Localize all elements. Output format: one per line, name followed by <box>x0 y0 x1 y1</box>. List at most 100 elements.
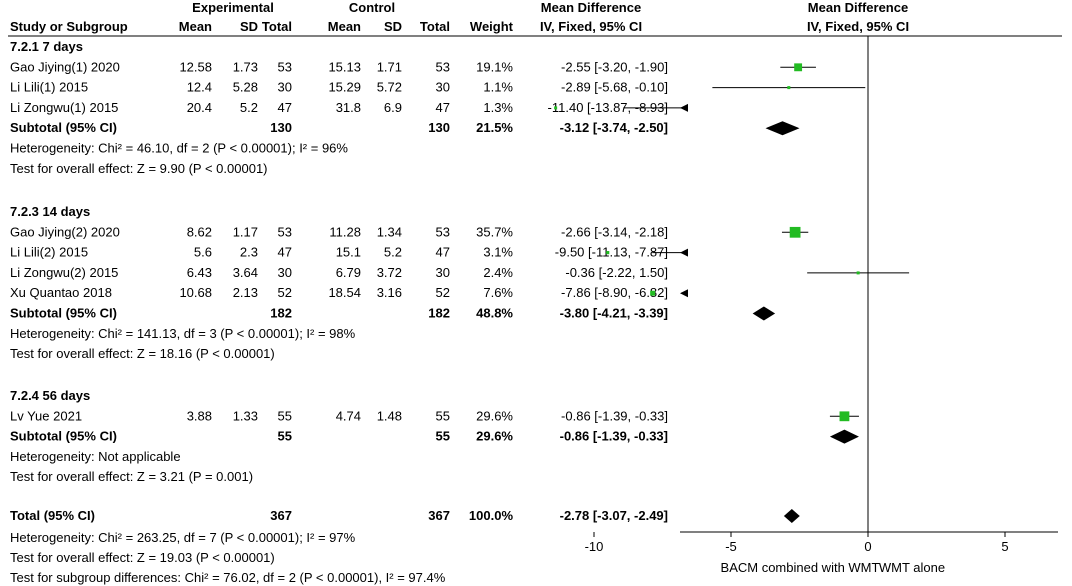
study-row-ci: -0.36 [-2.22, 1.50] <box>565 265 668 280</box>
subtotal-row-ci: -3.12 [-3.74, -2.50] <box>560 120 668 135</box>
study-row-weight: 1.1% <box>483 80 513 95</box>
study-marker <box>794 63 803 72</box>
exp-total-header: Total <box>262 19 292 34</box>
heterogeneity-text: Heterogeneity: Chi² = 46.10, df = 2 (P <… <box>10 141 348 156</box>
favours-right-label: WMT alone <box>879 560 945 575</box>
study-row-ctrl-sd: 1.34 <box>377 224 402 239</box>
total-row-ci: -2.78 [-3.07, -2.49] <box>560 508 668 523</box>
study-row-ci: -9.50 [-11.13, -7.87] <box>555 245 668 260</box>
study-row-exp-mean: 20.4 <box>187 100 212 115</box>
subgroup-title: 7.2.4 56 days <box>10 388 90 403</box>
study-row-exp-sd: 5.28 <box>233 80 258 95</box>
study-row-exp-total: 53 <box>278 59 292 74</box>
heterogeneity-text: Heterogeneity: Not applicable <box>10 449 181 464</box>
study-row-exp-mean: 3.88 <box>187 408 212 423</box>
study-row-weight: 2.4% <box>483 265 513 280</box>
study-row-ctrl-total: 52 <box>436 285 450 300</box>
subtotal-row-exp-total: 55 <box>278 429 292 444</box>
subtotal-row-weight: 21.5% <box>476 120 513 135</box>
study-marker <box>856 271 860 275</box>
study-row-name: Li Lili(2) 2015 <box>10 245 88 260</box>
study-row-ctrl-total: 55 <box>436 408 450 423</box>
subgroup-title: 7.2.3 14 days <box>10 204 90 219</box>
study-row-exp-total: 55 <box>278 408 292 423</box>
study-marker <box>789 226 801 238</box>
study-row-ci: -2.66 [-3.14, -2.18] <box>561 224 668 239</box>
study-row-exp-sd: 2.13 <box>233 285 258 300</box>
subtotal-row-ctrl-total: 182 <box>428 306 450 321</box>
total-overall-effect-text: Test for overall effect: Z = 19.03 (P < … <box>10 550 275 565</box>
subtotal-row-weight: 48.8% <box>476 306 513 321</box>
study-row-ctrl-sd: 5.72 <box>377 80 402 95</box>
study-row-ctrl-mean: 31.8 <box>336 100 361 115</box>
subgroup-title: 7.2.1 7 days <box>10 39 83 54</box>
study-marker <box>606 251 610 255</box>
md-plot-title: Mean Difference <box>808 0 908 15</box>
overall-effect-text: Test for overall effect: Z = 18.16 (P < … <box>10 346 275 361</box>
study-row-ctrl-mean: 18.54 <box>328 285 361 300</box>
study-row-ci: -11.40 [-13.87, -8.93] <box>548 100 668 115</box>
subtotal-row-name: Subtotal (95% CI) <box>10 306 117 321</box>
study-row-ctrl-mean: 11.28 <box>329 224 361 239</box>
study-row-exp-sd: 3.64 <box>233 265 258 280</box>
summary-diamond <box>765 121 800 136</box>
study-row-weight: 1.3% <box>483 100 513 115</box>
total-row-name: Total (95% CI) <box>10 508 95 523</box>
study-row-name: Li Zongwu(1) 2015 <box>10 100 118 115</box>
x-tick-label: -5 <box>725 539 737 554</box>
study-row-name: Gao Jiying(2) 2020 <box>10 224 120 239</box>
subtotal-row-weight: 29.6% <box>476 429 513 444</box>
study-row-ctrl-total: 47 <box>436 245 450 260</box>
study-row-ctrl-mean: 15.13 <box>328 59 361 74</box>
study-row-exp-mean: 12.58 <box>179 59 212 74</box>
heterogeneity-text: Heterogeneity: Chi² = 141.13, df = 3 (P … <box>10 326 356 341</box>
total-row-ctrl-total: 367 <box>428 508 450 523</box>
subtotal-row-ci: -0.86 [-1.39, -0.33] <box>560 429 668 444</box>
study-header: Study or Subgroup <box>10 19 128 34</box>
study-row-ctrl-total: 53 <box>436 59 450 74</box>
study-row-ci: -0.86 [-1.39, -0.33] <box>561 408 668 423</box>
study-row-ctrl-sd: 1.48 <box>377 408 402 423</box>
study-row-ctrl-total: 30 <box>436 265 450 280</box>
study-row-name: Li Lili(1) 2015 <box>10 80 88 95</box>
favours-left-label: BACM combined with WMT <box>721 560 880 575</box>
study-row-exp-sd: 1.33 <box>233 408 258 423</box>
x-tick-label: 5 <box>1001 539 1008 554</box>
study-row-exp-total: 47 <box>278 100 292 115</box>
study-row-ctrl-mean: 15.29 <box>328 80 361 95</box>
study-row-ctrl-total: 30 <box>436 80 450 95</box>
study-marker <box>650 290 656 296</box>
study-row-ctrl-sd: 1.71 <box>377 59 402 74</box>
ci-arrow <box>680 248 688 257</box>
study-row-exp-sd: 2.3 <box>240 245 258 260</box>
exp-mean-header: Mean <box>179 19 212 34</box>
study-row-name: Li Zongwu(2) 2015 <box>10 265 118 280</box>
study-row-name: Lv Yue 2021 <box>10 408 82 423</box>
study-row-exp-sd: 5.2 <box>240 100 258 115</box>
study-row-exp-mean: 5.6 <box>194 245 212 260</box>
study-row-ci: -7.86 [-8.90, -6.82] <box>561 285 668 300</box>
exp-sd-header: SD <box>240 19 258 34</box>
study-row-exp-mean: 10.68 <box>179 285 212 300</box>
md-table-title: Mean Difference <box>541 0 641 15</box>
study-row-weight: 35.7% <box>476 224 513 239</box>
control-header: Control <box>349 0 395 15</box>
md-plot-method: IV, Fixed, 95% CI <box>807 19 909 34</box>
study-row-exp-total: 30 <box>278 265 292 280</box>
summary-diamond <box>829 429 859 444</box>
study-row-ctrl-mean: 6.79 <box>336 265 361 280</box>
study-row-ctrl-sd: 6.9 <box>384 100 402 115</box>
study-marker <box>839 411 850 422</box>
total-row-exp-total: 367 <box>270 508 292 523</box>
study-row-ctrl-total: 47 <box>436 100 450 115</box>
experimental-header: Experimental <box>192 0 274 15</box>
weight-header: Weight <box>470 19 514 34</box>
ctrl-mean-header: Mean <box>328 19 361 34</box>
study-row-weight: 7.6% <box>483 285 513 300</box>
subtotal-row-name: Subtotal (95% CI) <box>10 429 117 444</box>
summary-diamond <box>752 306 776 321</box>
ci-arrow <box>680 289 688 298</box>
study-row-ci: -2.55 [-3.20, -1.90] <box>561 59 668 74</box>
x-tick-label: 0 <box>864 539 871 554</box>
